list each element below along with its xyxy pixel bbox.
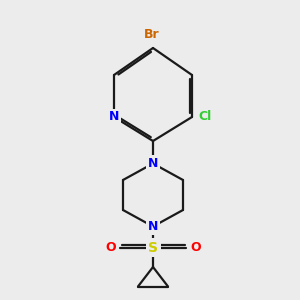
Text: N: N [109, 110, 119, 124]
Text: O: O [190, 241, 201, 254]
Text: O: O [105, 241, 116, 254]
Text: N: N [148, 157, 158, 170]
Text: N: N [148, 220, 158, 233]
Text: S: S [148, 241, 158, 254]
Text: Br: Br [144, 28, 159, 40]
Text: Cl: Cl [198, 110, 211, 124]
